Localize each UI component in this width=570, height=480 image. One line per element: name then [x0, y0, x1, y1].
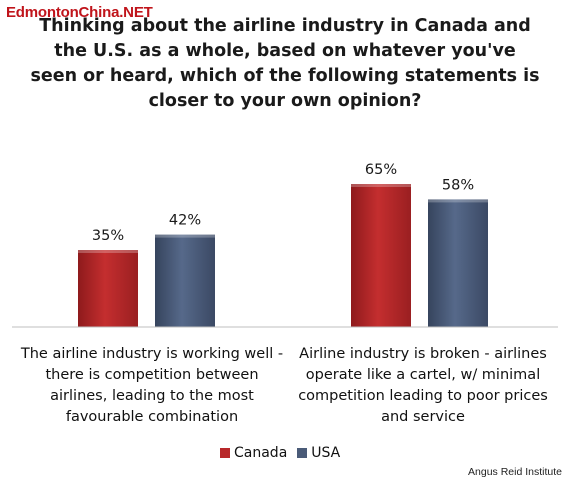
bar-highlight-canada-1	[351, 184, 411, 187]
data-label-canada-1: 65%	[365, 162, 397, 178]
category-label-working-well: The airline industry is working well - t…	[20, 346, 284, 425]
bar-canada-0	[78, 250, 138, 327]
legend-label-usa: USA	[311, 445, 341, 461]
legend-swatch-canada	[220, 448, 230, 458]
chart-title: Thinking about the airline industry in C…	[30, 16, 540, 111]
category-label-broken: Airline industry is broken - airlines op…	[298, 346, 548, 425]
data-label-usa-1: 58%	[442, 177, 474, 193]
bar-canada-1	[351, 184, 411, 327]
bar-highlight-canada-0	[78, 250, 138, 253]
legend-item-canada: Canada	[220, 445, 287, 461]
bar-highlight-usa-0	[155, 234, 215, 238]
legend: Canada USA	[220, 445, 350, 461]
bar-highlight-usa-1	[428, 199, 488, 203]
bar-usa-1	[428, 199, 488, 327]
legend-swatch-usa	[297, 448, 308, 458]
source-credit: Angus Reid Institute	[468, 466, 562, 478]
bar-usa-0	[155, 234, 215, 327]
legend-label-canada: Canada	[234, 445, 288, 461]
watermark: EdmontonChina.NET	[6, 4, 153, 21]
data-label-canada-0: 35%	[92, 228, 124, 244]
legend-item-usa: USA	[297, 445, 340, 461]
data-label-usa-0: 42%	[169, 213, 201, 229]
